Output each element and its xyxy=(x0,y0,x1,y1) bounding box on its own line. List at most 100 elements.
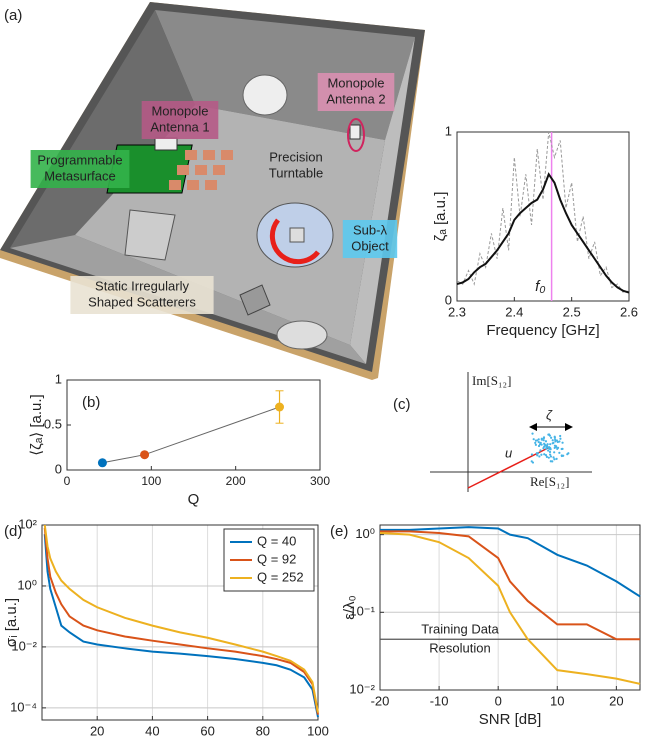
x-tick-label: 100 xyxy=(141,474,161,488)
sample-dot xyxy=(558,440,560,442)
sample-dot xyxy=(567,452,569,454)
sample-dot xyxy=(558,452,560,454)
sample-dot xyxy=(546,456,548,458)
sample-dot xyxy=(543,437,545,439)
plot-area xyxy=(457,132,629,301)
sample-dot xyxy=(561,442,563,444)
sample-dot xyxy=(549,447,551,449)
x-axis-label: SNR [dB] xyxy=(479,711,542,728)
x-tick-label: 2.4 xyxy=(505,304,523,319)
x-tick-label: 60 xyxy=(200,723,214,738)
sample-dot xyxy=(548,457,550,459)
sample-dot xyxy=(553,458,555,460)
sample-dot xyxy=(541,444,543,446)
sample-cloud xyxy=(531,433,570,464)
antenna xyxy=(155,138,177,150)
sample-dot xyxy=(547,449,549,451)
x-tick-label: 40 xyxy=(145,723,159,738)
sample-dot xyxy=(552,439,554,441)
sample-dot xyxy=(550,455,552,457)
point xyxy=(98,458,107,467)
sample-dot xyxy=(533,438,535,440)
label-text: Monopole xyxy=(327,75,384,90)
label-text: Monopole xyxy=(151,103,208,118)
sample-dot xyxy=(539,449,541,451)
point xyxy=(140,450,149,459)
zeta-label: ζ xyxy=(546,407,553,422)
sample-dot xyxy=(552,442,554,444)
label-text: Metasurface xyxy=(44,168,116,183)
room xyxy=(0,2,425,380)
sample-dot xyxy=(536,454,538,456)
object xyxy=(290,228,304,242)
label-text: Shaped Scatterers xyxy=(88,294,196,309)
x-tick-label: 20 xyxy=(90,723,104,738)
sample-dot xyxy=(561,448,563,450)
panel-label: (d) xyxy=(4,523,22,540)
label-text: Programmable xyxy=(37,152,122,167)
label-text: Object xyxy=(351,238,389,253)
sample-dot xyxy=(540,454,542,456)
x-tick-label: -10 xyxy=(430,693,449,708)
panel-label: (a) xyxy=(4,7,22,24)
sample-dot xyxy=(531,453,533,455)
panel-label: (e) xyxy=(330,523,348,540)
label-text: Antenna 2 xyxy=(326,91,385,106)
u-label: u xyxy=(505,445,512,460)
sample-dot xyxy=(554,436,556,438)
label-text: Turntable xyxy=(269,165,323,180)
x-tick-label: 80 xyxy=(256,723,270,738)
body: (a)MonopoleAntenna 2MonopoleAntenna 1Pro… xyxy=(0,0,657,738)
sample-dot xyxy=(549,435,551,437)
panel-label: (c) xyxy=(393,396,411,413)
y-tick-label: 0 xyxy=(445,292,452,307)
antenna xyxy=(350,125,360,139)
sample-dot xyxy=(554,447,556,449)
sample-dot xyxy=(559,438,561,440)
point xyxy=(275,403,284,412)
y-tick-label: 10⁻⁴ xyxy=(10,699,37,714)
page: Figure {"illustration": {"panel": "(a)",… xyxy=(0,0,657,738)
sample-dot xyxy=(538,455,540,457)
sample-dot xyxy=(553,451,555,453)
panel-label: (b) xyxy=(82,394,100,411)
scatterer xyxy=(277,321,327,349)
axis-label: Re[S₁₂] xyxy=(530,474,569,489)
label-text: Precision xyxy=(269,149,322,164)
legend-label: Q = 252 xyxy=(257,569,304,584)
x-tick-label: 200 xyxy=(226,474,246,488)
scatterer xyxy=(243,75,287,115)
sample-dot xyxy=(545,440,547,442)
reference-label: f₀ xyxy=(535,278,546,295)
y-tick-label: 0 xyxy=(55,461,62,476)
y-tick-label: 10⁰ xyxy=(17,577,37,592)
x-tick-label: 0 xyxy=(495,693,502,708)
reference-label: Training Data xyxy=(421,622,499,637)
x-axis-label: Q xyxy=(188,491,200,508)
sample-dot xyxy=(544,443,546,445)
sample-dot xyxy=(562,455,564,457)
x-tick-label: 0 xyxy=(64,474,71,488)
x-tick-label: 300 xyxy=(310,474,330,488)
plot-area xyxy=(380,525,640,690)
x-tick-label: 2.6 xyxy=(620,304,638,319)
label-text: Sub-λ xyxy=(353,222,387,237)
sample-dot xyxy=(534,442,536,444)
sample-dot xyxy=(535,444,537,446)
y-tick-label: 0.5 xyxy=(44,416,62,431)
x-tick-label: 10 xyxy=(550,693,564,708)
x-tick-label: 2.5 xyxy=(563,304,581,319)
y-tick-label: 10⁻² xyxy=(349,681,375,696)
y-axis-label: ε/λ₀ xyxy=(341,595,358,620)
axis-label: Im[S₁₂] xyxy=(472,373,511,388)
sample-dot xyxy=(543,445,545,447)
sample-dot xyxy=(552,456,554,458)
sample-dot xyxy=(549,453,551,455)
y-tick-label: 1 xyxy=(55,371,62,386)
sample-dot xyxy=(549,451,551,453)
figure: (a)MonopoleAntenna 2MonopoleAntenna 1Pro… xyxy=(0,0,657,738)
sample-dot xyxy=(554,445,556,447)
label-text: Antenna 1 xyxy=(150,119,209,134)
plot-area xyxy=(67,380,320,470)
sample-dot xyxy=(551,460,553,462)
